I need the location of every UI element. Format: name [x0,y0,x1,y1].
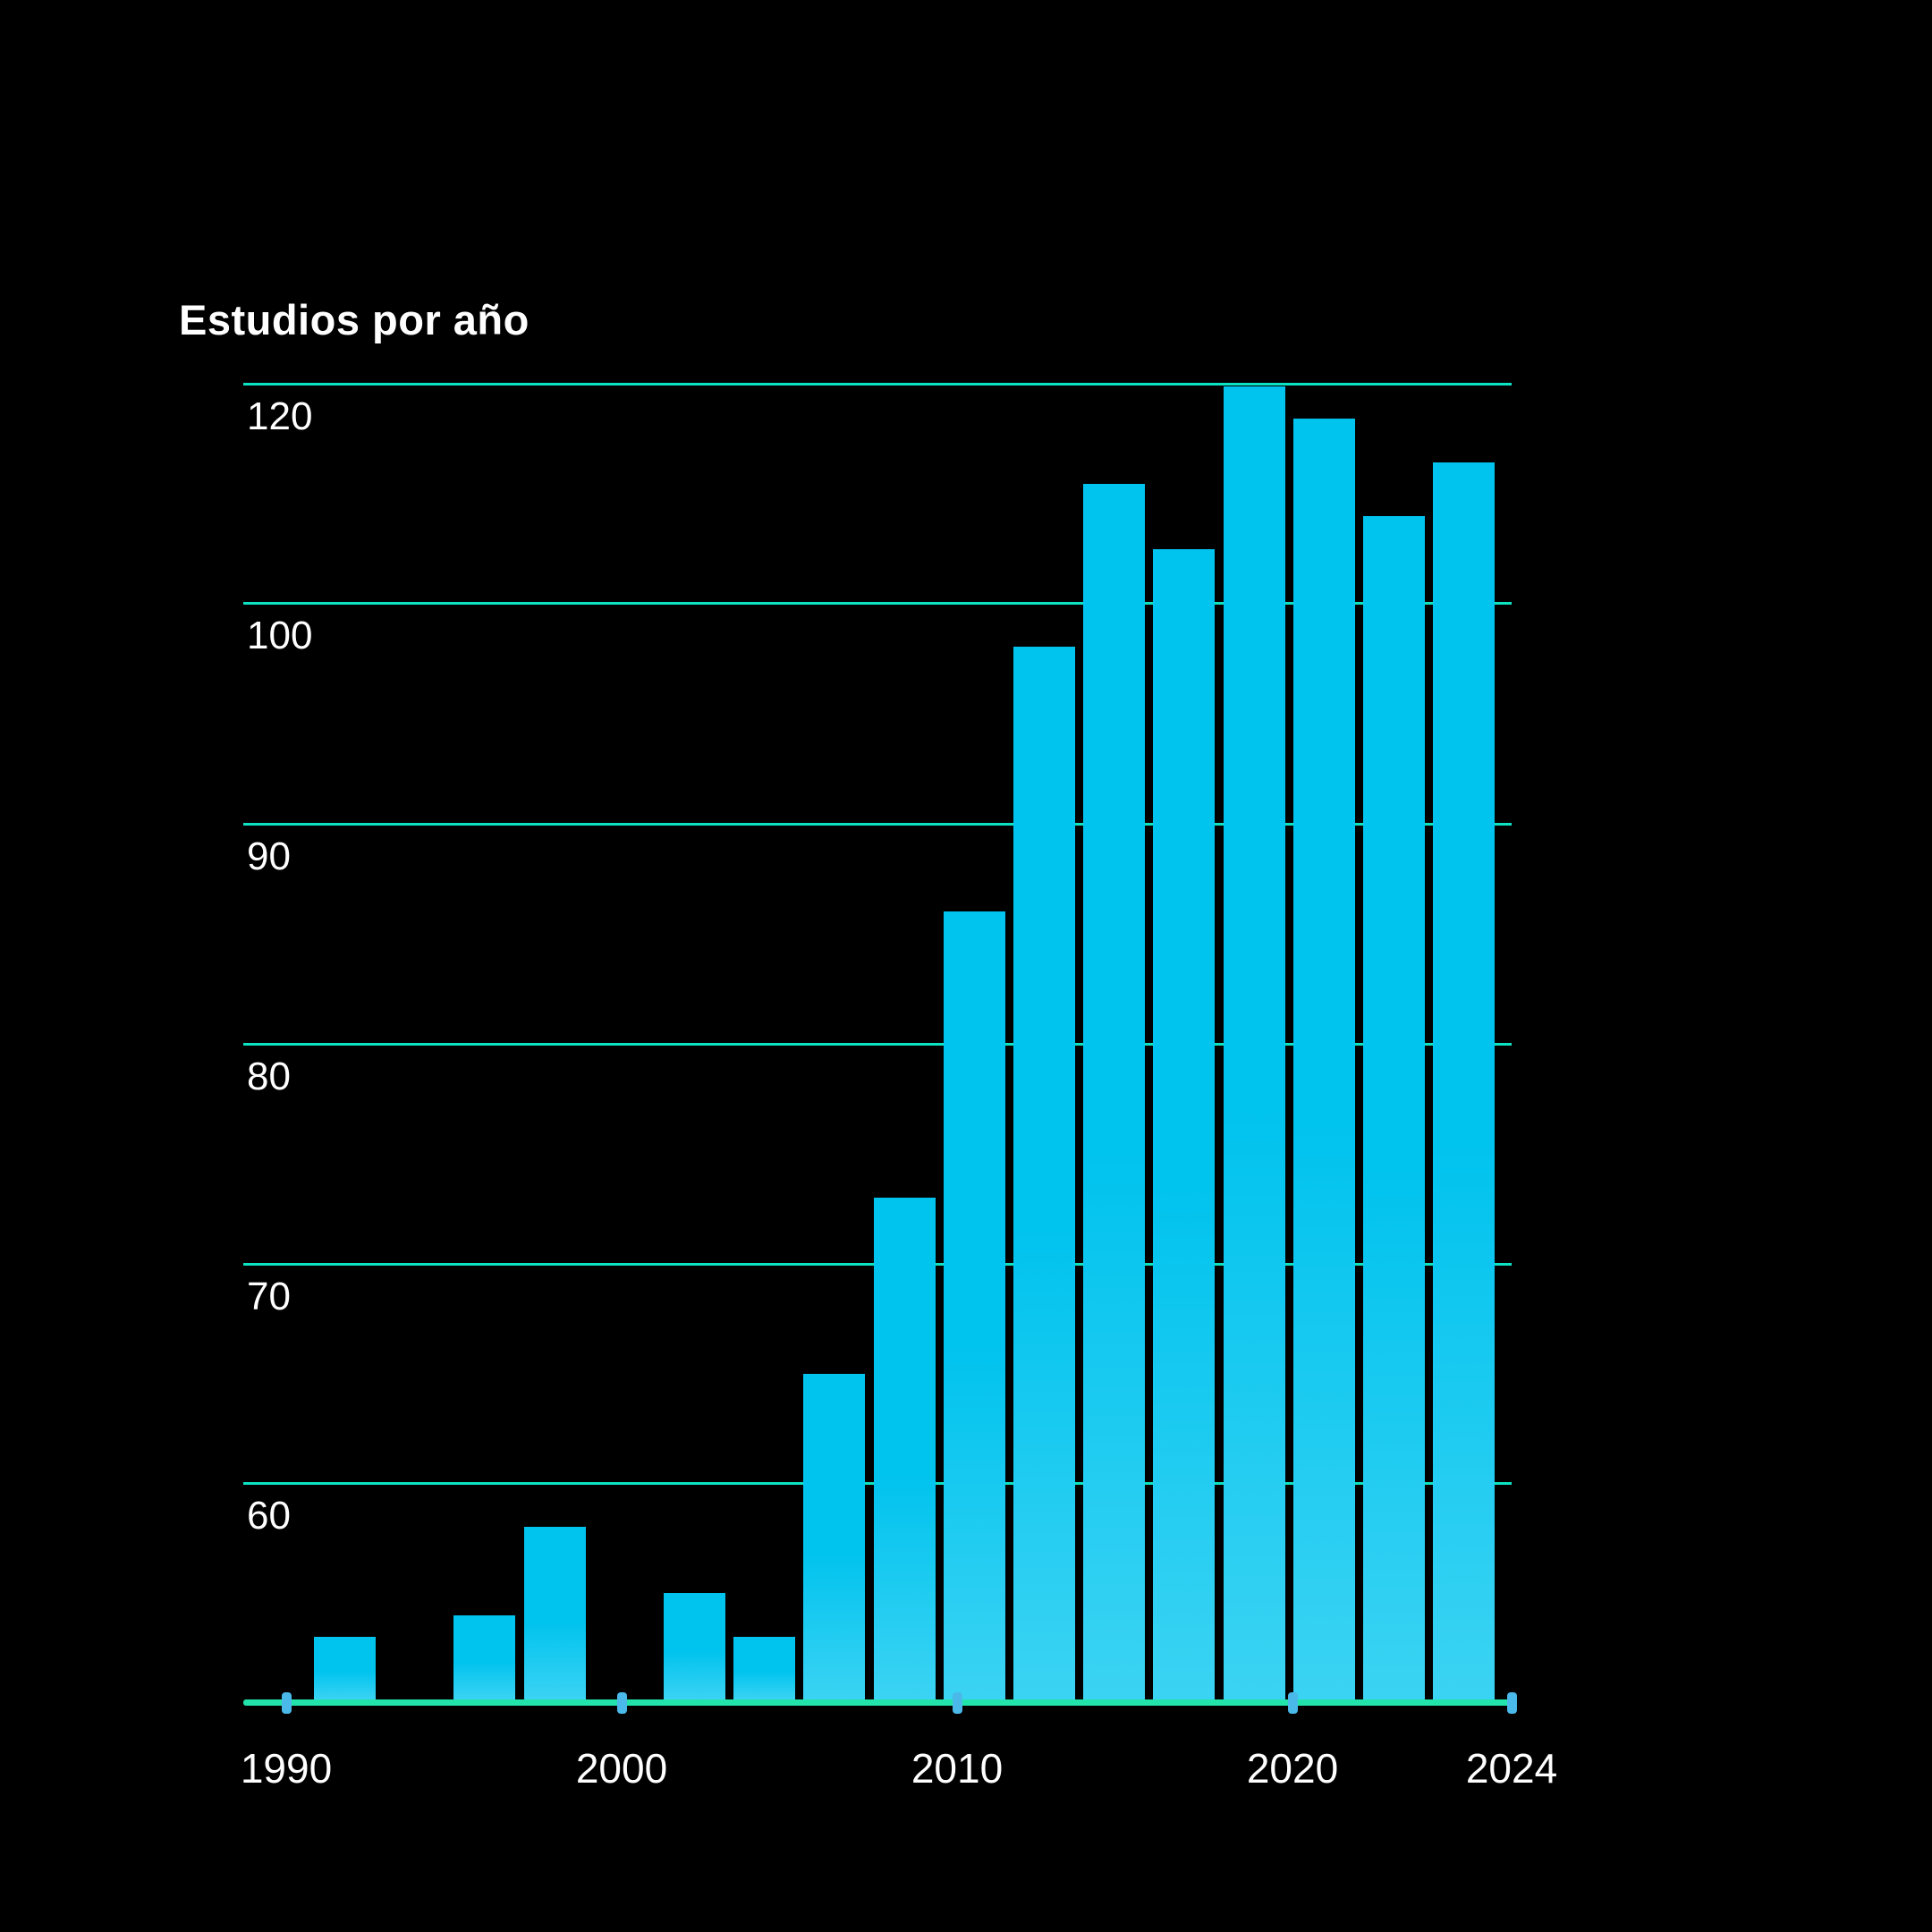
x-tick-label: 1990 [240,1745,333,1792]
x-tick-label: 2024 [1465,1745,1558,1792]
chart-title: Estudios por año [179,296,530,343]
y-tick-label: 70 [247,1275,291,1318]
x-axis-line [243,1699,1512,1706]
bar [664,1593,725,1699]
bar [803,1373,866,1699]
y-tick-label: 80 [247,1055,291,1098]
bar [1433,462,1496,1699]
x-tick-label: 2020 [1246,1745,1339,1792]
x-tick-label: 2010 [911,1745,1004,1792]
x-tick-mark [1506,1691,1517,1714]
x-tick-mark [281,1691,292,1714]
bar [314,1637,376,1699]
y-tick-label: 120 [247,394,313,438]
bar [1013,647,1075,1699]
bar [523,1527,586,1699]
bar [1083,483,1146,1699]
bar [1363,516,1425,1699]
y-grid-line [243,1043,1512,1046]
x-tick-label: 2000 [575,1745,668,1792]
bar [1153,548,1216,1699]
bar [1292,419,1355,1699]
bar [873,1198,936,1699]
y-tick-label: 60 [247,1494,291,1538]
y-tick-label: 90 [247,835,291,878]
y-grid-line [243,823,1512,826]
y-grid-line [243,383,1512,386]
bar [733,1637,796,1699]
bar [1223,386,1285,1699]
x-tick-mark [1287,1691,1298,1714]
x-tick-mark [616,1691,627,1714]
bar [943,911,1005,1699]
y-grid-line [243,602,1512,605]
bar [453,1614,516,1699]
x-tick-mark [952,1691,962,1714]
y-tick-label: 100 [247,614,313,657]
